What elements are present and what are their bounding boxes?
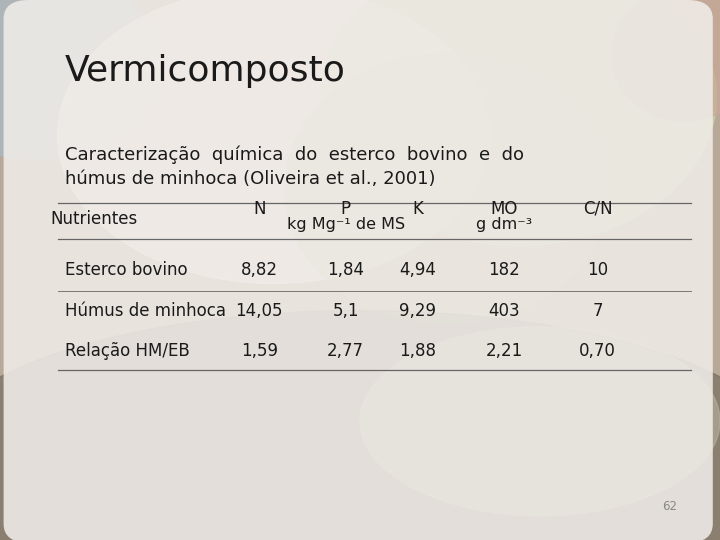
Text: Vermicomposto: Vermicomposto — [65, 54, 346, 88]
Text: g dm⁻³: g dm⁻³ — [476, 217, 532, 232]
Text: 1,59: 1,59 — [240, 342, 278, 360]
Text: Relação HM/EB: Relação HM/EB — [65, 342, 189, 360]
Text: P: P — [341, 200, 351, 218]
Text: 182: 182 — [488, 261, 520, 279]
Ellipse shape — [612, 0, 720, 122]
Text: Nutrientes: Nutrientes — [50, 210, 138, 228]
Text: 9,29: 9,29 — [399, 301, 436, 320]
Text: 4,94: 4,94 — [399, 261, 436, 279]
Text: 2,21: 2,21 — [485, 342, 523, 360]
Text: 403: 403 — [488, 301, 520, 320]
Text: 2,77: 2,77 — [327, 342, 364, 360]
Text: C/N: C/N — [582, 200, 613, 218]
Text: 62: 62 — [662, 500, 677, 513]
Text: 5,1: 5,1 — [333, 301, 359, 320]
Text: 14,05: 14,05 — [235, 301, 283, 320]
Text: 0,70: 0,70 — [579, 342, 616, 360]
Text: húmus de minhoca (Oliveira et al., 2001): húmus de minhoca (Oliveira et al., 2001) — [65, 170, 436, 188]
Text: Esterco bovino: Esterco bovino — [65, 261, 187, 279]
Ellipse shape — [320, 0, 716, 246]
Text: 7: 7 — [593, 301, 603, 320]
Ellipse shape — [0, 310, 720, 540]
Text: 8,82: 8,82 — [240, 261, 278, 279]
Text: 1,88: 1,88 — [399, 342, 436, 360]
Ellipse shape — [58, 0, 490, 284]
Ellipse shape — [284, 54, 608, 324]
Text: N: N — [253, 200, 266, 218]
Text: Caracterização  química  do  esterco  bovino  e  do: Caracterização química do esterco bovino… — [65, 146, 523, 164]
Text: K: K — [412, 200, 423, 218]
Text: 10: 10 — [587, 261, 608, 279]
Ellipse shape — [0, 0, 162, 159]
Text: kg Mg⁻¹ de MS: kg Mg⁻¹ de MS — [287, 217, 405, 232]
Ellipse shape — [360, 327, 720, 516]
Text: 1,84: 1,84 — [327, 261, 364, 279]
Text: MO: MO — [490, 200, 518, 218]
Text: Húmus de minhoca: Húmus de minhoca — [65, 301, 226, 320]
